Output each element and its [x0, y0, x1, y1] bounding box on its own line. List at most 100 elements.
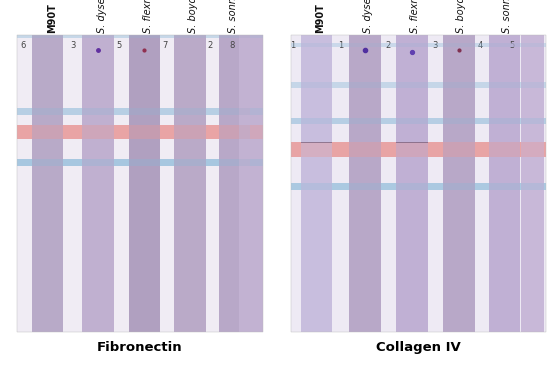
Text: 2: 2 — [207, 41, 213, 50]
Bar — [349, 118, 381, 124]
Bar — [396, 118, 428, 124]
Bar — [443, 118, 475, 124]
Bar — [521, 183, 544, 190]
Bar — [219, 35, 250, 38]
Text: Fibronectin: Fibronectin — [97, 341, 183, 354]
Text: S. flexneri: S. flexneri — [410, 0, 420, 33]
Bar — [17, 108, 263, 115]
Text: 6: 6 — [20, 41, 26, 50]
Bar — [301, 183, 332, 190]
Bar — [396, 183, 428, 190]
Text: Collagen IV: Collagen IV — [376, 341, 460, 354]
Bar — [301, 142, 332, 157]
Bar — [17, 35, 263, 332]
Bar — [239, 125, 263, 139]
Text: 4: 4 — [477, 41, 483, 50]
Bar — [129, 35, 160, 38]
Text: S. boydii: S. boydii — [188, 0, 198, 33]
Bar — [219, 35, 250, 332]
Bar — [443, 82, 475, 88]
Text: S. flexneri: S. flexneri — [143, 0, 153, 33]
Bar — [82, 159, 114, 166]
Bar — [291, 82, 546, 88]
Bar — [521, 43, 544, 47]
Bar — [489, 43, 520, 47]
Bar — [489, 142, 520, 157]
Text: 5: 5 — [510, 41, 515, 50]
Bar — [291, 118, 546, 124]
Bar — [443, 183, 475, 190]
Bar — [129, 108, 160, 115]
Bar — [443, 35, 475, 332]
Bar — [219, 159, 250, 166]
Bar — [239, 35, 263, 332]
Bar — [82, 108, 114, 115]
Bar — [301, 82, 332, 88]
Text: M90T: M90T — [315, 3, 325, 33]
Bar — [301, 142, 332, 143]
Bar — [443, 142, 475, 157]
Bar — [521, 35, 544, 332]
Bar — [17, 159, 263, 166]
Text: 3: 3 — [70, 41, 76, 50]
Text: S. sonnei: S. sonnei — [502, 0, 512, 33]
Bar — [291, 35, 546, 332]
Bar — [174, 35, 206, 38]
Bar — [129, 125, 160, 139]
Text: M90T: M90T — [47, 3, 57, 33]
Bar — [489, 35, 520, 332]
Bar — [301, 118, 332, 124]
Bar — [396, 142, 428, 157]
Bar — [82, 35, 114, 332]
Bar — [521, 142, 544, 157]
Bar — [521, 82, 544, 88]
Text: S. boydii: S. boydii — [456, 0, 466, 33]
Bar — [349, 183, 381, 190]
Bar — [82, 125, 114, 139]
Bar — [301, 43, 332, 47]
Bar — [239, 159, 263, 166]
Bar — [174, 125, 206, 139]
Bar — [489, 82, 520, 88]
Bar — [129, 159, 160, 166]
Bar — [291, 142, 546, 157]
Text: 2: 2 — [385, 41, 391, 50]
Bar — [291, 35, 546, 332]
Bar — [129, 35, 160, 332]
Bar — [396, 43, 428, 47]
Bar — [396, 142, 428, 143]
Bar — [291, 43, 546, 47]
Bar — [239, 108, 263, 115]
Text: 7: 7 — [162, 41, 168, 50]
Bar — [17, 35, 263, 332]
Text: S. dysenteria: S. dysenteria — [97, 0, 107, 33]
Bar — [349, 35, 381, 332]
Bar — [219, 108, 250, 115]
Text: 8: 8 — [229, 41, 234, 50]
Text: S. sonnei: S. sonnei — [228, 0, 238, 33]
Bar — [489, 183, 520, 190]
Bar — [349, 43, 381, 47]
Bar — [17, 35, 263, 332]
Text: 3: 3 — [432, 41, 438, 50]
Bar — [32, 125, 63, 139]
Bar — [291, 183, 546, 190]
Bar — [174, 159, 206, 166]
Text: S. dysenteria: S. dysenteria — [363, 0, 373, 33]
Bar — [219, 125, 250, 139]
Bar — [349, 82, 381, 88]
Bar — [17, 125, 263, 139]
Text: 1: 1 — [290, 41, 295, 50]
Bar — [489, 118, 520, 124]
Bar — [291, 35, 546, 332]
Bar — [239, 35, 263, 38]
Bar — [32, 35, 63, 38]
Bar — [349, 142, 381, 157]
Bar — [32, 159, 63, 166]
Text: 1: 1 — [338, 41, 343, 50]
Bar — [396, 82, 428, 88]
Text: 5: 5 — [116, 41, 121, 50]
Bar — [32, 35, 63, 332]
Bar — [174, 35, 206, 332]
Bar — [17, 35, 263, 38]
